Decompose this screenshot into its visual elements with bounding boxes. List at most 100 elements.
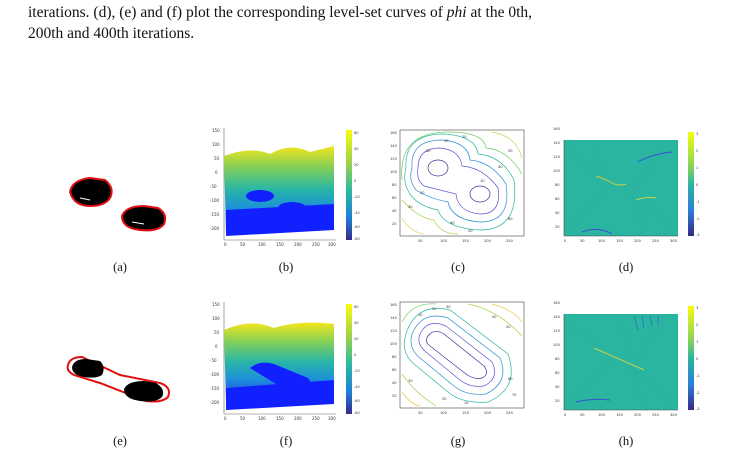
d-y-tick: 20 bbox=[555, 225, 560, 229]
f-cbar-tick: -60 bbox=[354, 399, 360, 403]
c-contour-label: 20 bbox=[462, 135, 467, 139]
f-x-tick: 300 bbox=[328, 416, 336, 421]
b-z-tick: 100 bbox=[212, 142, 220, 147]
f-cbar-tick: -20 bbox=[354, 369, 360, 373]
f-z-tick: 150 bbox=[212, 302, 220, 307]
d-y-tick: 140 bbox=[553, 141, 561, 145]
c-x-tick: 250 bbox=[506, 239, 514, 243]
c-y-tick: 160 bbox=[390, 131, 398, 135]
f-cbar-tick: 20 bbox=[354, 337, 358, 341]
c-y-tick: 20 bbox=[392, 222, 397, 226]
b-cbar-tick: 0 bbox=[354, 179, 356, 183]
h-cbar-tick: -2 bbox=[696, 391, 700, 395]
h-cbar-tick: -1 bbox=[696, 374, 700, 378]
f-z-tick: 50 bbox=[214, 330, 220, 335]
b-x-tick: 100 bbox=[258, 242, 266, 247]
h-x-tick: 200 bbox=[634, 413, 642, 417]
h-y-tick: 160 bbox=[553, 301, 561, 305]
f-x-tick: 50 bbox=[240, 416, 246, 421]
c-x-tick: 100 bbox=[440, 239, 448, 243]
b-z-tick: 150 bbox=[212, 128, 220, 133]
h-y-tick: 40 bbox=[555, 385, 560, 389]
b-x-tick: 0 bbox=[224, 242, 227, 247]
b-x-tick: 200 bbox=[294, 242, 302, 247]
h-cbar-tick: 1 bbox=[696, 340, 698, 344]
b-x-tick: 50 bbox=[240, 242, 246, 247]
h-cbar-tick: 2 bbox=[696, 323, 698, 327]
panel-a-image bbox=[68, 176, 167, 232]
d-cbar-tick: -1 bbox=[696, 200, 700, 204]
caption-suffix: at the 0th, bbox=[466, 4, 533, 21]
h-cbar-tick: 3 bbox=[696, 306, 698, 310]
c-y-tick: 80 bbox=[392, 183, 397, 187]
c-contour-label: 60 bbox=[508, 217, 513, 221]
d-y-tick: 120 bbox=[553, 155, 561, 159]
b-cbar-tick: -40 bbox=[354, 211, 360, 215]
panel-g-label: (g) bbox=[450, 434, 466, 448]
h-x-tick: 250 bbox=[652, 413, 660, 417]
d-x-tick: 0 bbox=[564, 239, 567, 243]
g-contour-label: 60 bbox=[508, 377, 513, 381]
g-x-tick: 50 bbox=[418, 411, 423, 415]
g-y-tick: 140 bbox=[390, 316, 398, 320]
d-y-tick: 80 bbox=[555, 183, 560, 187]
c-contour-label: 50 bbox=[468, 229, 473, 233]
panel-d-gradient: 160 140 120 100 80 60 40 20 0 50 100 150… bbox=[553, 127, 700, 243]
g-contour-label: 20 bbox=[432, 307, 437, 311]
g-y-tick: 160 bbox=[390, 303, 398, 307]
caption: iterations. (d), (e) and (f) plot the co… bbox=[28, 2, 740, 44]
b-cbar-tick: -20 bbox=[354, 195, 360, 199]
panel-d-label: (d) bbox=[618, 260, 634, 274]
d-x-tick: 200 bbox=[634, 239, 642, 243]
d-cbar-tick: 0 bbox=[696, 183, 699, 187]
d-y-tick: 100 bbox=[553, 169, 561, 173]
d-x-tick: 50 bbox=[580, 239, 585, 243]
h-x-tick: 150 bbox=[616, 413, 624, 417]
d-y-tick: 60 bbox=[555, 197, 560, 201]
g-contour-label: 70 bbox=[512, 393, 517, 397]
b-cbar-tick: 20 bbox=[354, 163, 358, 167]
b-cbar-tick: -60 bbox=[354, 225, 360, 229]
panel-a-label: (a) bbox=[113, 260, 127, 274]
d-cbar-tick: 3 bbox=[696, 132, 698, 136]
panel-f-label: (f) bbox=[279, 434, 293, 448]
c-x-tick: 200 bbox=[484, 239, 492, 243]
b-cbar-tick: 40 bbox=[354, 147, 358, 151]
f-z-tick: -150 bbox=[210, 386, 220, 391]
panel-c-label: (c) bbox=[451, 260, 465, 274]
f-x-tick: 250 bbox=[312, 416, 320, 421]
g-contour-label: 30 bbox=[408, 379, 413, 383]
f-cbar-tick: -80 bbox=[354, 411, 360, 415]
c-y-tick: 140 bbox=[390, 144, 398, 148]
h-y-tick: 140 bbox=[553, 315, 561, 319]
c-contour-label: 50 bbox=[508, 149, 513, 153]
c-x-tick: 150 bbox=[462, 239, 470, 243]
c-contour-label: 40 bbox=[450, 221, 455, 225]
g-x-tick: 100 bbox=[440, 411, 448, 415]
d-cbar-tick: 1 bbox=[696, 166, 698, 170]
g-y-tick: 100 bbox=[390, 342, 398, 346]
panel-e-label: (e) bbox=[113, 434, 127, 448]
caption-prefix: iterations. (d), (e) and (f) plot the co… bbox=[28, 4, 447, 21]
h-y-tick: 60 bbox=[555, 371, 560, 375]
panel-b-surface: 150 100 50 0 -50 -100 -150 -200 0 50 100… bbox=[210, 128, 360, 247]
c-contour-label: 10 bbox=[444, 139, 449, 143]
g-y-tick: 120 bbox=[390, 329, 398, 333]
c-y-tick: 120 bbox=[390, 157, 398, 161]
f-cbar-tick: 60 bbox=[354, 305, 358, 309]
b-z-tick: -150 bbox=[210, 212, 220, 217]
h-cbar-tick: 0 bbox=[696, 357, 699, 361]
g-x-tick: 150 bbox=[462, 411, 470, 415]
b-x-tick: 300 bbox=[328, 242, 336, 247]
h-y-tick: 20 bbox=[555, 399, 560, 403]
f-z-tick: -100 bbox=[210, 372, 220, 377]
f-z-tick: 100 bbox=[212, 316, 220, 321]
g-x-tick: 250 bbox=[506, 411, 514, 415]
panel-g-contour: 10 20 30 40 50 60 70 10 20 30 160 140 12… bbox=[390, 301, 525, 415]
d-x-tick: 250 bbox=[652, 239, 660, 243]
b-cbar-tick: -80 bbox=[354, 237, 360, 241]
h-y-tick: 120 bbox=[553, 329, 561, 333]
b-z-tick: 50 bbox=[214, 156, 220, 161]
c-y-tick: 60 bbox=[392, 196, 397, 200]
c-contour-label: 40 bbox=[498, 165, 503, 169]
